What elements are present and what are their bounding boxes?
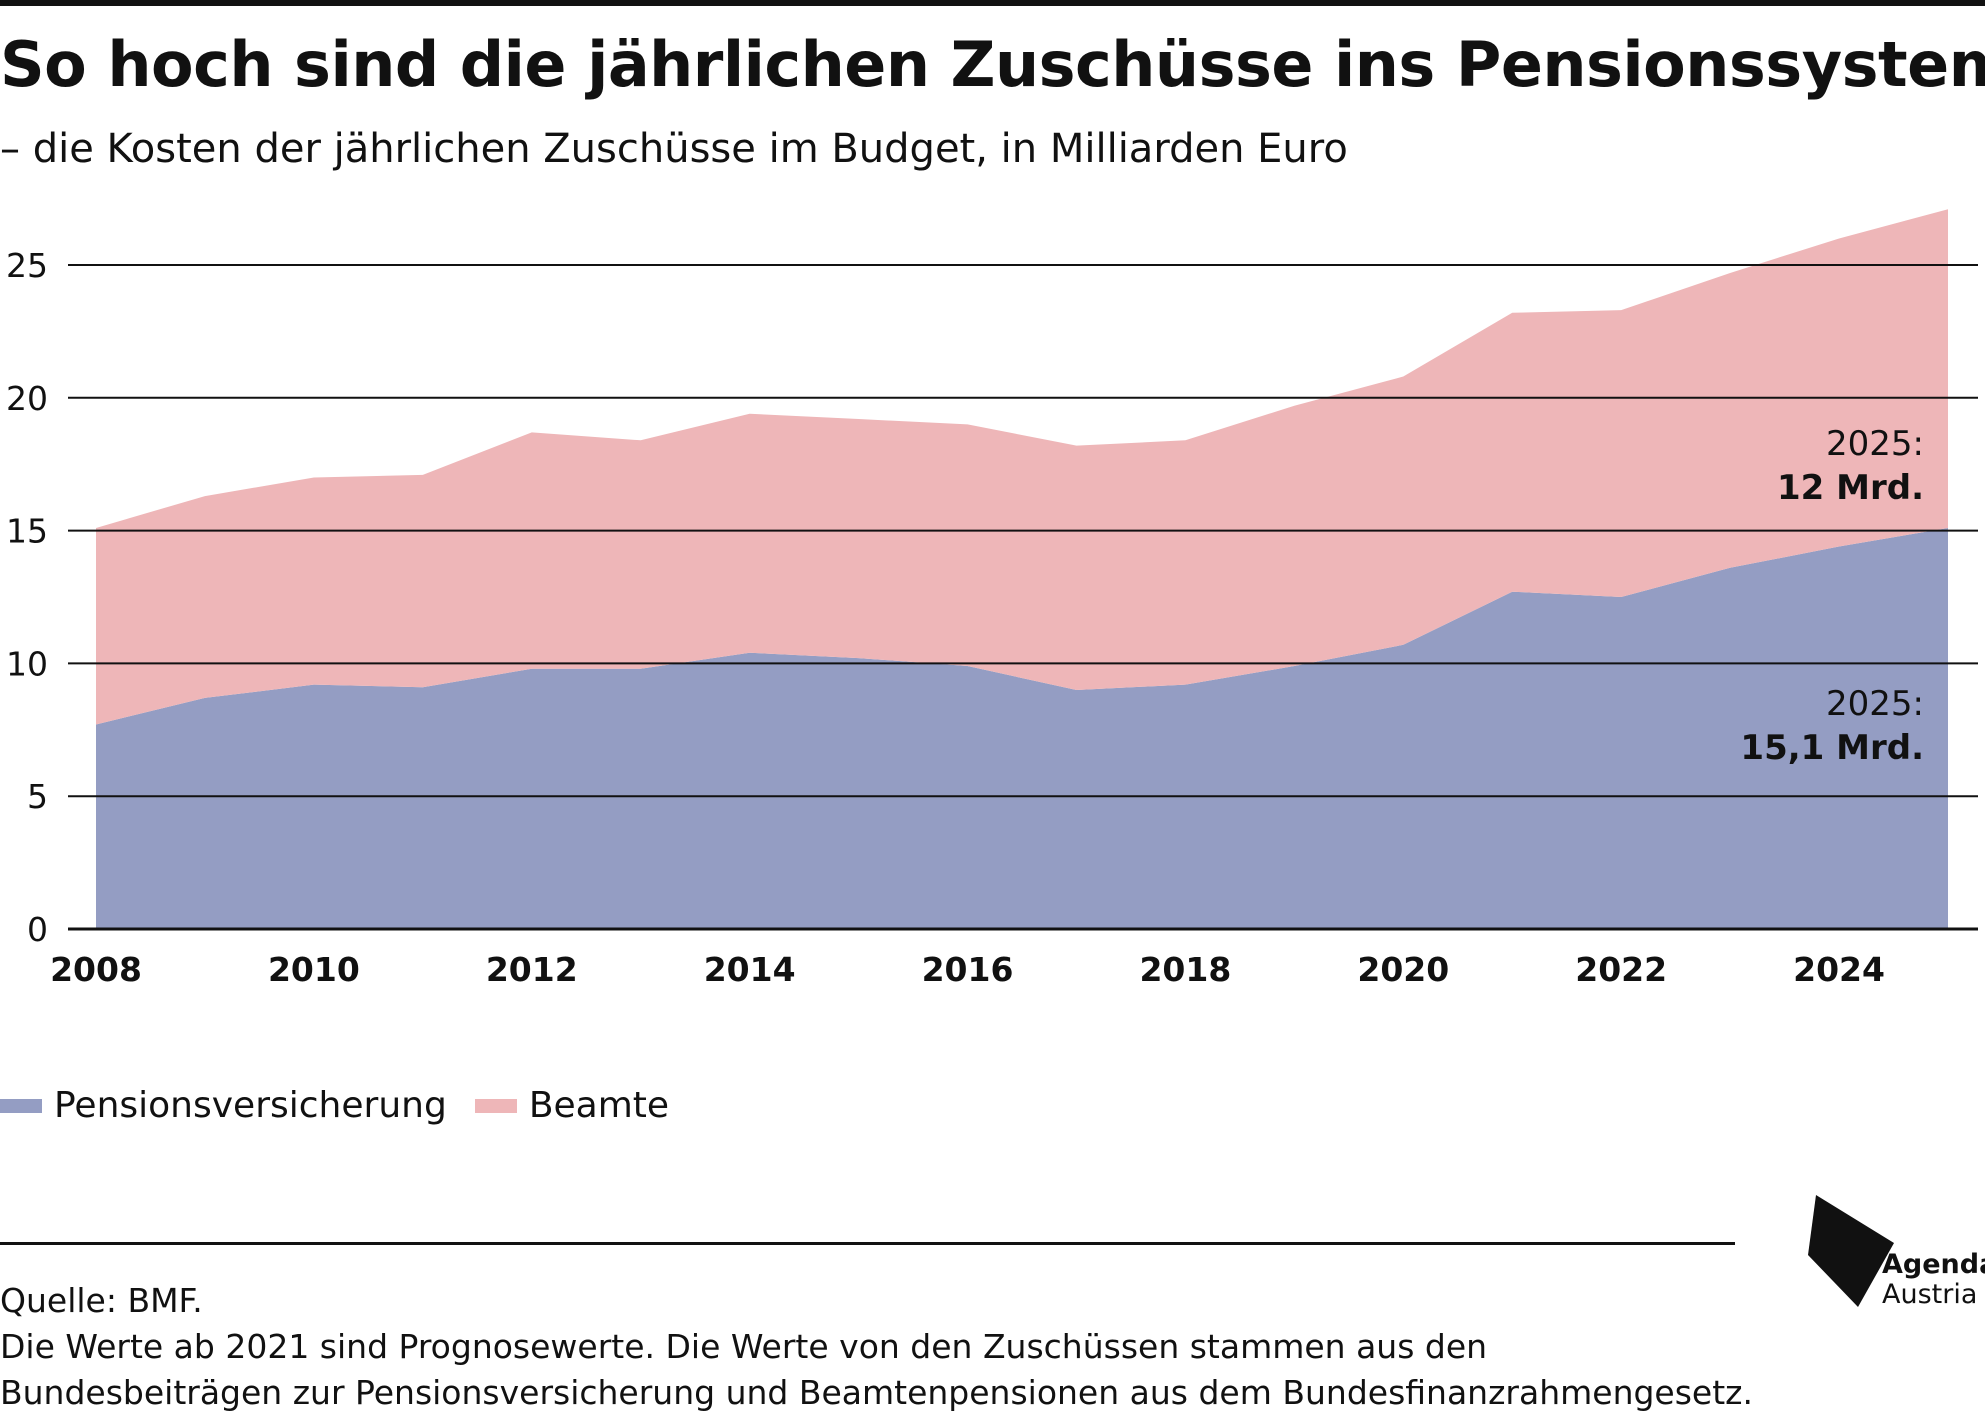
x-tick-label: 2022 xyxy=(1575,950,1667,989)
chart-annotations: 2025:12 Mrd.2025:15,1 Mrd. xyxy=(1740,424,1924,768)
logo-line-1: Agenda xyxy=(1882,1249,1985,1280)
legend-label-beamte: Beamte xyxy=(528,1085,670,1126)
area-beamte xyxy=(96,209,1948,725)
logo-line-2: Austria xyxy=(1882,1279,1978,1310)
y-axis-ticks: 0 5 10 15 20 25 xyxy=(6,246,48,949)
legend-item-beamte: Beamte xyxy=(474,1085,670,1126)
y-tick-label: 10 xyxy=(6,644,48,683)
source-line: Quelle: BMF. xyxy=(0,1281,203,1320)
x-tick-label: 2020 xyxy=(1357,950,1449,989)
x-tick-label: 2014 xyxy=(704,950,796,989)
agenda-austria-logo-icon xyxy=(1808,1195,1894,1307)
y-tick-label: 25 xyxy=(6,246,48,285)
x-tick-label: 2012 xyxy=(486,950,578,989)
legend-label-pensionsversicherung: Pensionsversicherung xyxy=(54,1085,447,1126)
annotation-value: 12 Mrd. xyxy=(1777,468,1924,508)
chart-areas xyxy=(96,209,1948,929)
footer-rule xyxy=(0,1242,1735,1245)
top-rule xyxy=(0,0,1985,6)
y-tick-label: 5 xyxy=(27,777,48,816)
annotation-year: 2025: xyxy=(1826,684,1924,724)
legend-swatch-beamte xyxy=(474,1098,517,1113)
x-axis-ticks: 2008 2010 2012 2014 2016 2018 2020 2022 2024 xyxy=(50,950,1885,989)
logo-text: Agenda Austria xyxy=(1882,1250,1985,1310)
y-tick-label: 0 xyxy=(27,910,48,949)
chart-title: So hoch sind die jährlichen Zuschüsse in… xyxy=(0,28,1985,101)
chart-gridlines xyxy=(68,264,1978,931)
legend-item-pensionsversicherung: Pensionsversicherung xyxy=(0,1085,447,1126)
chart-legend: Pensionsversicherung Beamte xyxy=(0,1085,697,1126)
y-tick-label: 15 xyxy=(6,512,48,551)
area-pensionsversicherung xyxy=(96,527,1948,929)
x-tick-label: 2024 xyxy=(1793,950,1885,989)
source-note: Quelle: BMF. Die Werte ab 2021 sind Prog… xyxy=(0,1278,1753,1416)
annotation-year: 2025: xyxy=(1826,424,1924,464)
note-line-1: Die Werte ab 2021 sind Prognosewerte. Di… xyxy=(0,1327,1488,1366)
y-tick-label: 20 xyxy=(6,379,48,418)
x-tick-label: 2008 xyxy=(50,950,142,989)
legend-swatch-pensionsversicherung xyxy=(0,1098,42,1113)
chart-subtitle: – die Kosten der jährlichen Zuschüsse im… xyxy=(0,126,1348,172)
annotation-value: 15,1 Mrd. xyxy=(1740,728,1924,768)
x-tick-label: 2010 xyxy=(268,950,360,989)
x-tick-label: 2018 xyxy=(1139,950,1231,989)
x-tick-label: 2016 xyxy=(922,950,1014,989)
note-line-2: Bundesbeiträgen zur Pensionsversicherung… xyxy=(0,1373,1753,1412)
